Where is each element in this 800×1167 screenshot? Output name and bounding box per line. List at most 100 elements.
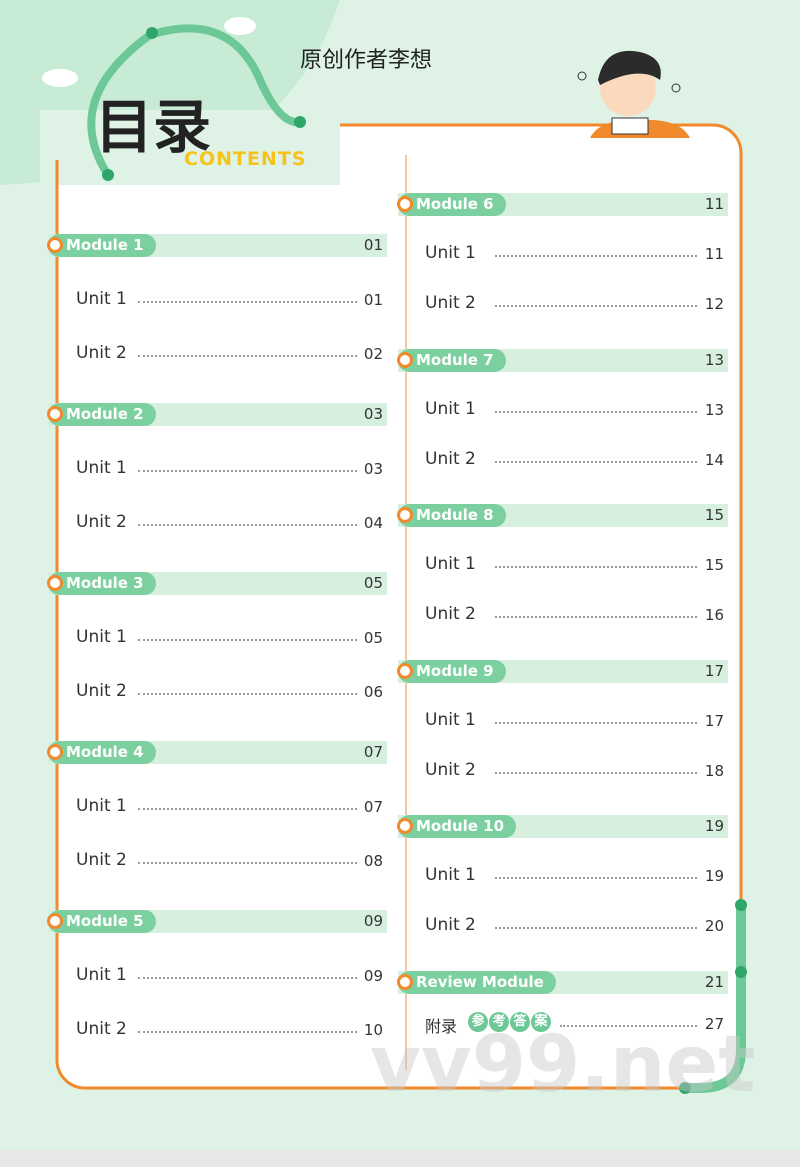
appendix-char: 案	[531, 1011, 551, 1032]
module-dot	[397, 351, 413, 368]
unit-page: 03	[363, 460, 383, 478]
module-title: Module 9	[398, 659, 506, 683]
dot-leader	[138, 639, 357, 641]
module-dot	[397, 196, 413, 212]
module-page: 05	[363, 574, 383, 592]
unit-page: 18	[704, 761, 724, 780]
author: 原创作者李想	[300, 48, 433, 73]
dot-leader	[495, 616, 697, 618]
module-dot	[397, 507, 413, 523]
module-dot	[397, 662, 413, 679]
unit-title: Unit 2	[425, 293, 476, 313]
unit-page: 20	[704, 917, 724, 935]
unit-page: 14	[704, 450, 724, 469]
dot-leader	[495, 927, 697, 929]
module-bar: Module 3	[48, 572, 387, 595]
module-dot	[47, 913, 63, 929]
dot-leader	[495, 460, 697, 463]
module-page: 21	[704, 972, 724, 991]
dot-leader	[138, 301, 357, 303]
unit-title: Unit 2	[76, 1019, 127, 1039]
module-title: Module 8	[398, 504, 506, 527]
dot-leader	[138, 862, 357, 864]
unit-page: 19	[704, 867, 724, 885]
unit-page: 16	[704, 606, 724, 624]
unit-page: 17	[704, 711, 724, 730]
unit-title: Unit 1	[76, 289, 127, 309]
dot-leader	[495, 721, 697, 724]
unit-title: Unit 1	[425, 398, 476, 419]
module-title: Review Module	[398, 970, 556, 994]
dot-leader	[138, 524, 357, 526]
module-page: 17	[704, 661, 724, 680]
unit-title: Unit 1	[425, 554, 476, 574]
unit-title: Unit 1	[425, 709, 476, 730]
unit-page: 13	[704, 400, 724, 419]
module-bar: Module 4	[48, 741, 387, 764]
appendix-label: 附录	[425, 1016, 458, 1036]
module-dot	[47, 744, 63, 760]
unit-page: 12	[704, 295, 724, 313]
unit-page: 11	[704, 245, 724, 263]
module-dot	[47, 575, 63, 591]
module-bar: Review Module	[398, 970, 728, 994]
unit-title: Unit 1	[76, 796, 127, 816]
unit-title: Unit 2	[76, 512, 127, 532]
unit-title: Unit 2	[76, 850, 127, 870]
unit-page: 15	[704, 556, 724, 574]
module-bar: Module 10	[398, 815, 728, 838]
unit-page: 10	[363, 1021, 383, 1039]
dot-leader	[138, 355, 357, 357]
module-bar: Module 8	[398, 504, 728, 527]
unit-page: 05	[363, 629, 383, 647]
dot-leader	[138, 1031, 357, 1033]
dot-leader	[495, 877, 697, 879]
unit-page: 06	[363, 683, 383, 701]
module-title: Module 4	[48, 741, 156, 764]
unit-title: Unit 2	[425, 448, 476, 469]
module-bar: Module 6	[398, 193, 728, 216]
unit-page: 04	[363, 514, 383, 532]
unit-title: Unit 2	[76, 343, 127, 363]
unit-page: 01	[363, 291, 383, 309]
dot-leader	[495, 771, 697, 774]
module-bar: Module 9	[398, 659, 728, 683]
watermark: vv99.net	[370, 1020, 756, 1110]
module-dot	[47, 237, 63, 253]
module-page: 01	[363, 236, 383, 254]
module-page: 09	[363, 912, 383, 930]
dot-leader	[495, 305, 697, 307]
dot-leader	[495, 255, 697, 257]
appendix-char: 考	[489, 1011, 509, 1032]
module-bar: Module 7	[398, 348, 728, 372]
module-page: 19	[704, 817, 724, 835]
dot-leader	[495, 566, 697, 568]
dot-leader	[138, 977, 357, 979]
unit-title: Unit 2	[425, 604, 476, 624]
appendix-char: 答	[510, 1011, 530, 1032]
module-title: Module 3	[48, 572, 156, 595]
module-page: 15	[704, 506, 724, 524]
dot-leader	[495, 410, 697, 413]
unit-title: Unit 2	[425, 759, 476, 780]
module-dot	[47, 406, 63, 422]
unit-title: Unit 1	[76, 627, 127, 647]
subtitle: CONTENTS	[184, 148, 307, 170]
appendix-char: 参	[468, 1011, 488, 1032]
dot-leader	[138, 470, 357, 472]
module-page: 07	[363, 743, 383, 761]
dot-leader	[138, 693, 357, 695]
module-bar: Module 1	[48, 234, 387, 257]
module-title: Module 7	[398, 348, 506, 372]
module-bar: Module 2	[48, 403, 387, 426]
title: 目录	[95, 93, 212, 161]
module-page: 11	[704, 195, 724, 213]
module-dot	[397, 973, 413, 990]
appendix-page: 27	[704, 1014, 724, 1033]
unit-title: Unit 1	[76, 458, 127, 478]
unit-page: 09	[363, 967, 383, 985]
module-title: Module 6	[398, 193, 506, 216]
module-page: 13	[704, 350, 724, 369]
module-dot	[397, 818, 413, 834]
